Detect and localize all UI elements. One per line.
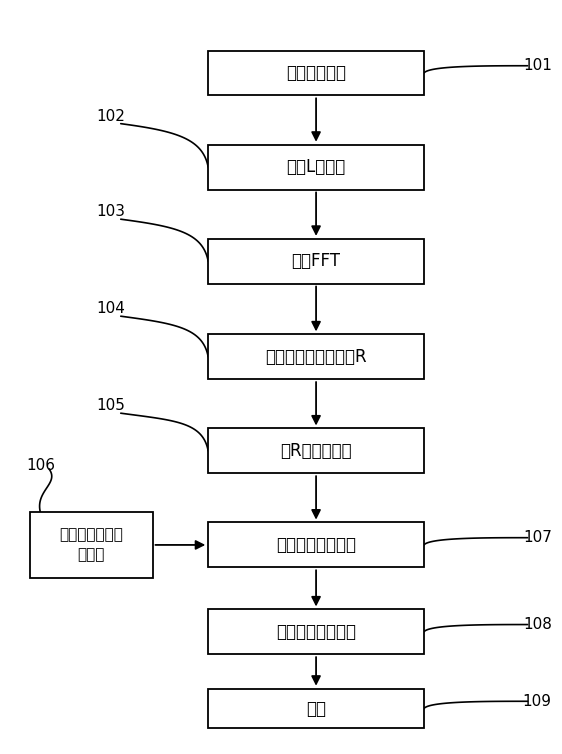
Text: 线阵接收数据: 线阵接收数据 xyxy=(286,64,346,82)
Text: 形成阵列协方差矩阵R: 形成阵列协方差矩阵R xyxy=(265,348,367,366)
FancyBboxPatch shape xyxy=(208,334,424,379)
Text: 108: 108 xyxy=(523,617,552,632)
FancyBboxPatch shape xyxy=(208,239,424,284)
Text: 106: 106 xyxy=(26,458,56,473)
Text: 107: 107 xyxy=(523,530,552,545)
Text: 输出: 输出 xyxy=(306,700,326,718)
Text: 102: 102 xyxy=(97,109,125,124)
Text: 建模得到期望导
向矢量: 建模得到期望导 向矢量 xyxy=(59,528,123,562)
Text: 104: 104 xyxy=(97,302,125,317)
FancyBboxPatch shape xyxy=(208,428,424,474)
FancyBboxPatch shape xyxy=(208,688,424,728)
FancyBboxPatch shape xyxy=(208,523,424,567)
Text: 109: 109 xyxy=(523,694,552,709)
FancyBboxPatch shape xyxy=(208,145,424,189)
Text: 101: 101 xyxy=(523,58,552,73)
FancyBboxPatch shape xyxy=(30,513,153,578)
Text: 累积L个快拍: 累积L个快拍 xyxy=(287,158,346,176)
Text: 105: 105 xyxy=(97,398,125,413)
FancyBboxPatch shape xyxy=(208,51,424,96)
Text: 时域FFT: 时域FFT xyxy=(292,252,341,270)
Text: 对R特征值分解: 对R特征值分解 xyxy=(280,442,352,460)
FancyBboxPatch shape xyxy=(208,609,424,654)
Text: 形成最优加权向量: 形成最优加权向量 xyxy=(276,623,356,641)
Text: 寻找最优导向矢量: 寻找最优导向矢量 xyxy=(276,536,356,554)
Text: 103: 103 xyxy=(97,204,125,219)
